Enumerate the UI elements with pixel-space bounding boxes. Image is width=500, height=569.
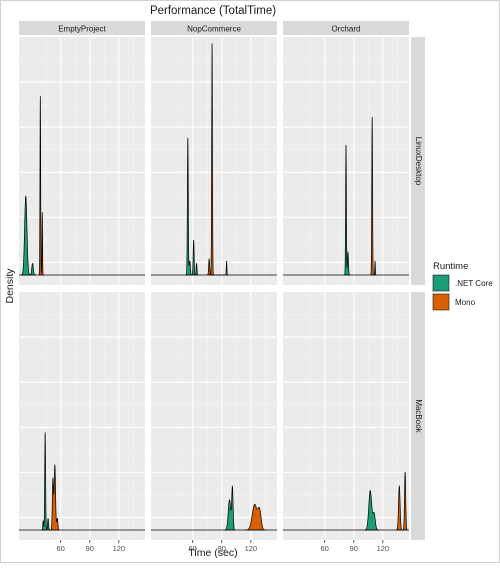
density-area-mono [50,464,60,531]
panel-background [151,37,277,285]
facet-panels: EmptyProject NopCommerce Orchard LinuxDeskt… [19,21,425,553]
facet-strip-label: NopCommerce [187,25,241,34]
facet-panel [283,292,409,540]
density-area-mono [244,503,267,531]
density-area-netcore [224,485,236,531]
x-tick-label: 120 [113,544,126,553]
x-axis-label: Time (sec) [188,547,237,559]
x-tick-label: 90 [350,544,358,553]
x-tick-label: 120 [377,544,390,553]
x-tick-label: 120 [245,544,258,553]
panel-background [19,37,145,285]
x-tick-label: 60 [189,544,197,553]
density-area-mono [38,96,44,276]
legend-title: Runtime [433,261,468,272]
facet-panel [19,292,145,540]
x-tick-label: 90 [218,544,226,553]
facet-strip-label: MacBook [414,399,423,433]
x-tick-label: 60 [321,544,329,553]
facet-strip-column [283,21,409,35]
legend: Runtime .NET Core Mono [432,261,493,311]
y-axis-label: Density [4,268,16,304]
density-area-mono [370,116,377,276]
panel-background [283,292,409,540]
facet-strip-label: EmptyProject [58,25,106,34]
facet-strip-label: LinuxDesktop [414,137,423,186]
x-tick-label: 60 [57,544,65,553]
panel-background [151,292,277,540]
facet-panel [151,37,277,285]
legend-label-mono: Mono [455,298,476,307]
x-tick-label: 90 [86,544,94,553]
panel-background [19,292,145,540]
facet-strip-row [411,292,425,540]
legend-key-netcore [432,274,450,292]
facet-panel [283,37,409,285]
facet-panel [19,37,145,285]
facet-panel [151,292,277,540]
legend-label-netcore: .NET Core [455,279,493,288]
density-area-netcore [41,432,51,531]
density-area-netcore [364,490,380,531]
facet-strip-column [151,21,277,35]
facet-strip-column [19,21,145,35]
density-area-netcore [20,195,37,276]
density-area-netcore [344,144,351,276]
legend-key-mono [432,293,450,311]
facet-strip-row [411,37,425,285]
chart-title: Performance (TotalTime) [150,5,276,17]
facet-strip-label: Orchard [332,25,361,34]
